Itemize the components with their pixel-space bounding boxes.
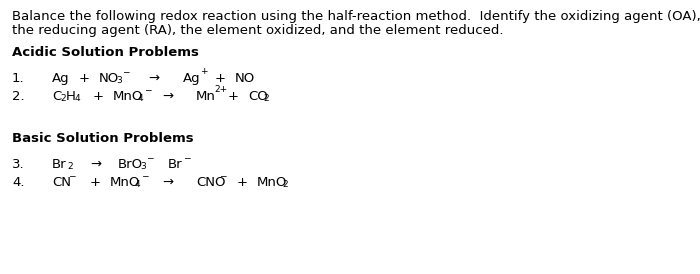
- Text: H: H: [66, 90, 76, 103]
- Text: 3.: 3.: [12, 158, 24, 171]
- Text: −: −: [219, 171, 227, 180]
- Text: 2: 2: [263, 94, 269, 103]
- Text: 2.: 2.: [12, 90, 24, 103]
- Text: 4: 4: [135, 180, 141, 189]
- Text: →: →: [162, 176, 173, 189]
- Text: 2: 2: [282, 180, 288, 189]
- Text: CN: CN: [52, 176, 71, 189]
- Text: +: +: [93, 90, 104, 103]
- Text: Ag: Ag: [52, 72, 69, 85]
- Text: Acidic Solution Problems: Acidic Solution Problems: [12, 46, 199, 59]
- Text: MnO: MnO: [110, 176, 141, 189]
- Text: +: +: [90, 176, 101, 189]
- Text: MnO: MnO: [257, 176, 288, 189]
- Text: Br: Br: [168, 158, 183, 171]
- Text: +: +: [215, 72, 226, 85]
- Text: +: +: [79, 72, 90, 85]
- Text: →: →: [162, 90, 173, 103]
- Text: Balance the following redox reaction using the half-reaction method.  Identify t: Balance the following redox reaction usi…: [12, 10, 700, 23]
- Text: CNO: CNO: [196, 176, 225, 189]
- Text: Br: Br: [52, 158, 66, 171]
- Text: Ag: Ag: [183, 72, 201, 85]
- Text: →: →: [90, 158, 101, 171]
- Text: −: −: [141, 171, 148, 180]
- Text: MnO: MnO: [113, 90, 144, 103]
- Text: −: −: [183, 153, 190, 162]
- Text: 4: 4: [138, 94, 144, 103]
- Text: 2: 2: [67, 162, 73, 171]
- Text: 2+: 2+: [214, 85, 227, 94]
- Text: NO: NO: [99, 72, 119, 85]
- Text: +: +: [228, 90, 239, 103]
- Text: the reducing agent (RA), the element oxidized, and the element reduced.: the reducing agent (RA), the element oxi…: [12, 24, 503, 37]
- Text: −: −: [144, 85, 151, 94]
- Text: Basic Solution Problems: Basic Solution Problems: [12, 132, 194, 145]
- Text: 4.: 4.: [12, 176, 24, 189]
- Text: Mn: Mn: [196, 90, 216, 103]
- Text: CO: CO: [248, 90, 267, 103]
- Text: NO: NO: [235, 72, 256, 85]
- Text: −: −: [146, 153, 153, 162]
- Text: BrO: BrO: [118, 158, 143, 171]
- Text: +: +: [200, 67, 207, 76]
- Text: 4: 4: [75, 94, 80, 103]
- Text: −: −: [122, 67, 130, 76]
- Text: −: −: [68, 171, 76, 180]
- Text: 3: 3: [140, 162, 146, 171]
- Text: →: →: [148, 72, 159, 85]
- Text: C: C: [52, 90, 62, 103]
- Text: 2: 2: [60, 94, 66, 103]
- Text: 1.: 1.: [12, 72, 24, 85]
- Text: 3: 3: [116, 76, 122, 85]
- Text: +: +: [237, 176, 248, 189]
